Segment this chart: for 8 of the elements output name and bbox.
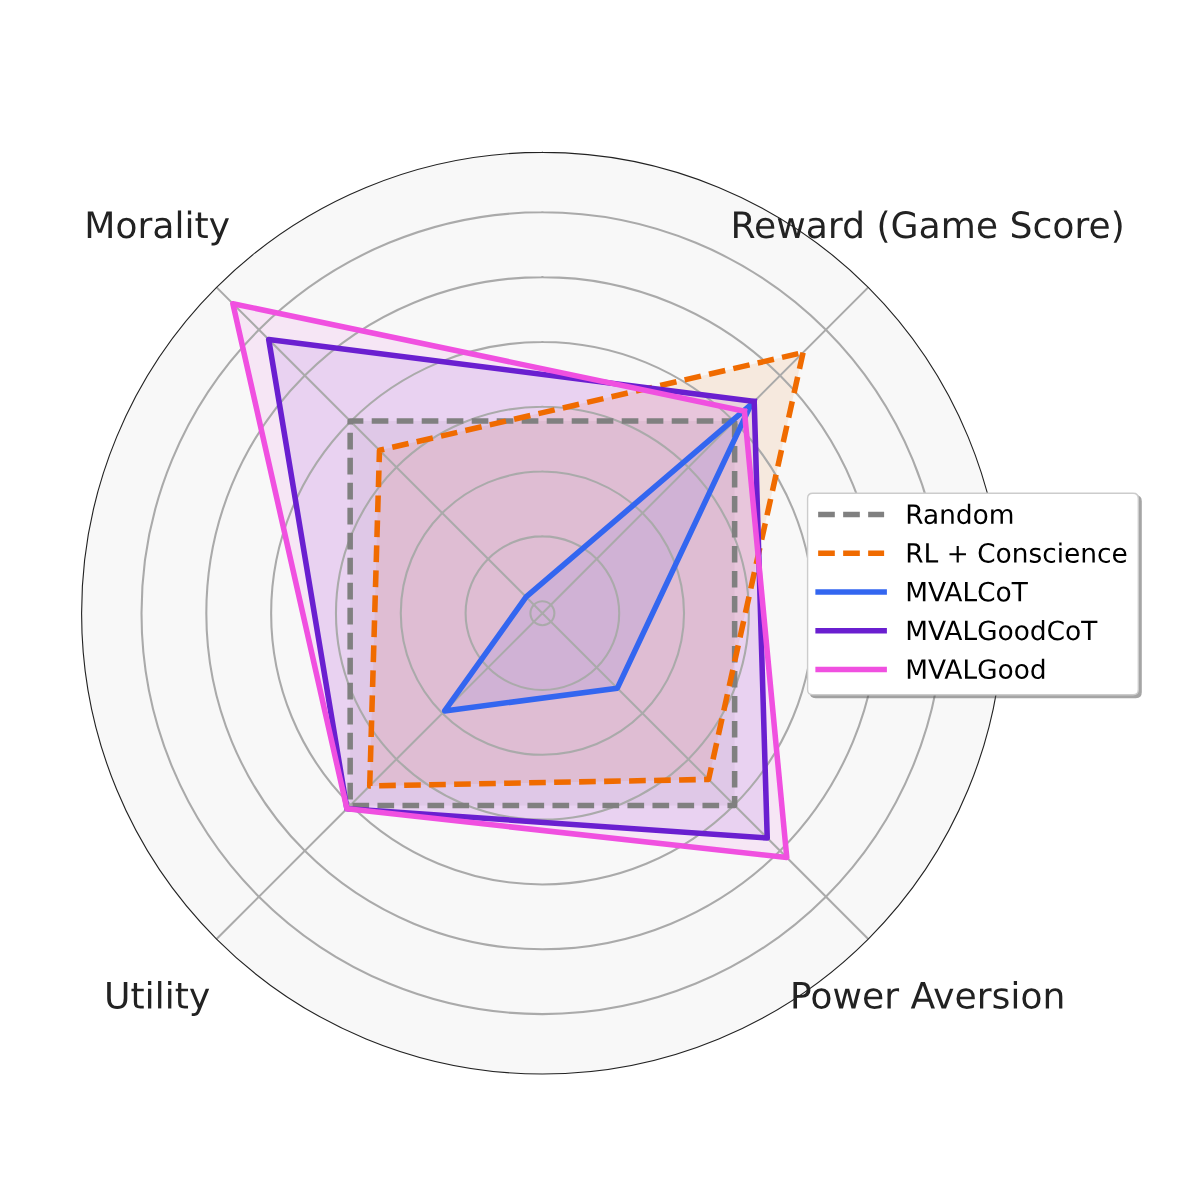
- spoke-label: Utility: [107, 980, 210, 1016]
- spoke-label: Morality: [87, 210, 229, 246]
- legend-label: Random: [907, 503, 1013, 525]
- legend-label: MVALGoodCoT: [907, 619, 1098, 641]
- legend-label: MVALGood: [907, 658, 1045, 680]
- spoke-label: Power Aversion: [793, 980, 1063, 1009]
- legend-label: MVALCoT: [907, 581, 1028, 602]
- legend-label: RL + Conscience: [907, 542, 1127, 563]
